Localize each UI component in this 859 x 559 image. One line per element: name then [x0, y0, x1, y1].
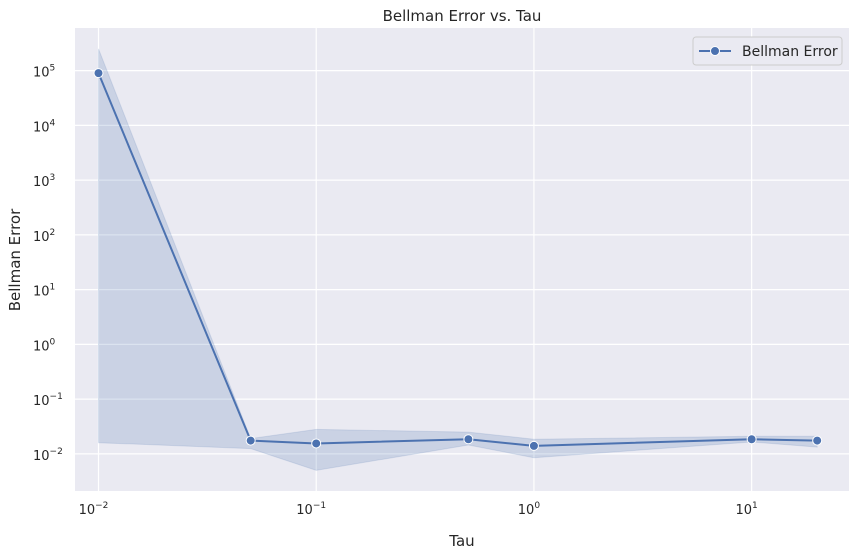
- y-tick-label: 105: [33, 64, 55, 81]
- y-tick-label: 10−1: [33, 392, 63, 409]
- data-point: [746, 434, 757, 445]
- y-tick-exponent: 0: [50, 337, 56, 347]
- x-tick-exponent: −1: [313, 501, 326, 511]
- x-tick-label: 101: [736, 501, 758, 518]
- y-tick-base: 10: [33, 175, 50, 190]
- x-axis-label: Tau: [448, 532, 474, 550]
- y-tick-label: 102: [33, 228, 55, 245]
- data-point: [311, 438, 322, 449]
- plot-area: [75, 28, 849, 491]
- x-tick-label: 10−2: [79, 501, 109, 518]
- y-tick-exponent: 5: [50, 64, 56, 74]
- y-tick-base: 10: [33, 120, 50, 135]
- y-tick-base: 10: [33, 339, 50, 354]
- x-tick-base: 10: [296, 503, 313, 518]
- y-tick-exponent: 1: [50, 283, 56, 293]
- legend-label: Bellman Error: [742, 44, 838, 60]
- x-tick-exponent: −2: [95, 501, 108, 511]
- y-tick-label: 101: [33, 283, 55, 300]
- y-tick-exponent: 2: [50, 228, 56, 238]
- y-tick-base: 10: [33, 66, 50, 81]
- data-point: [93, 68, 104, 79]
- y-tick-base: 10: [33, 230, 50, 245]
- data-point: [463, 434, 474, 445]
- y-tick-label: 104: [33, 118, 56, 135]
- y-tick-base: 10: [33, 449, 50, 464]
- series-layer: [93, 68, 823, 451]
- y-axis-label: Bellman Error: [6, 208, 24, 311]
- y-tick-exponent: −1: [50, 392, 63, 402]
- confidence-band-area: [97, 48, 818, 471]
- x-tick-labels: 10−2 10−1 100 101: [79, 501, 758, 518]
- y-tick-label: 10−2: [33, 447, 63, 464]
- x-tick-base: 10: [518, 503, 535, 518]
- x-tick-base: 10: [736, 503, 753, 518]
- data-point: [812, 435, 823, 446]
- data-point: [245, 435, 256, 446]
- confidence-band: [97, 48, 818, 471]
- y-tick-exponent: −2: [50, 447, 63, 457]
- legend-box: [692, 36, 843, 66]
- y-tick-base: 10: [33, 394, 50, 409]
- legend: Bellman Error: [692, 36, 843, 66]
- x-tick-label: 10−1: [296, 501, 326, 518]
- data-point: [528, 440, 539, 451]
- chart-title: Bellman Error vs. Tau: [383, 7, 542, 25]
- x-tick-label: 100: [518, 501, 541, 518]
- y-tick-exponent: 3: [50, 173, 56, 183]
- y-tick-label: 100: [33, 337, 56, 354]
- x-tick-exponent: 0: [534, 501, 540, 511]
- y-tick-base: 10: [33, 285, 50, 300]
- x-tick-exponent: 1: [752, 501, 758, 511]
- grid-lines: [75, 28, 849, 491]
- legend-point-marker: [710, 46, 720, 56]
- y-tick-exponent: 4: [50, 118, 56, 128]
- y-tick-label: 103: [33, 173, 55, 190]
- x-tick-base: 10: [79, 503, 96, 518]
